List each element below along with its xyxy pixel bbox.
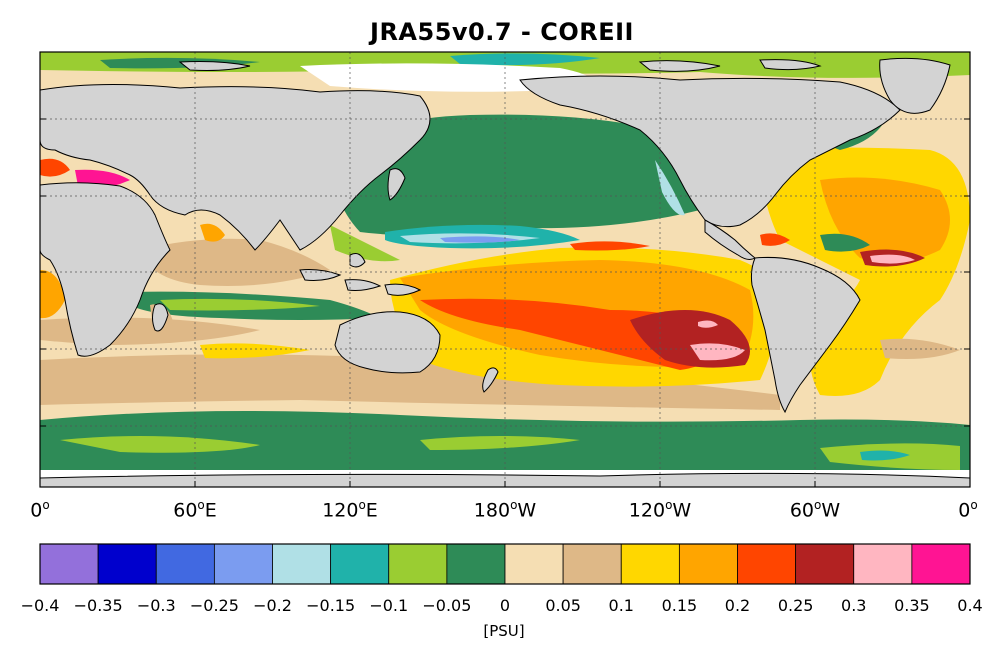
colorbar-swatch xyxy=(911,543,971,585)
colorbar xyxy=(39,543,971,585)
colorbar-label: −0.4 xyxy=(20,596,60,615)
x-tick-60e: 60oE xyxy=(173,498,217,522)
colorbar-swatch xyxy=(678,543,738,585)
colorbar-swatch xyxy=(446,543,506,585)
colorbar-swatch xyxy=(795,543,855,585)
colorbar-swatch xyxy=(853,543,913,585)
map-title: JRA55v0.7 - COREII xyxy=(370,18,634,46)
colorbar-swatch xyxy=(155,543,215,585)
x-tick-120w: 120oW xyxy=(628,498,692,522)
colorbar-swatch xyxy=(39,543,99,585)
land-africa xyxy=(40,182,171,357)
colorbar-label: 0.4 xyxy=(957,596,983,615)
land-antarctica xyxy=(40,472,970,487)
colorbar-swatch xyxy=(213,543,273,585)
land-north-america xyxy=(519,75,901,228)
colorbar-frame xyxy=(39,543,971,585)
colorbar-label: 0.15 xyxy=(661,596,698,615)
colorbar-swatch xyxy=(504,543,564,585)
x-tick-0-right: 0o xyxy=(958,498,978,522)
x-tick-180w: 180oW xyxy=(473,498,537,522)
colorbar-swatch xyxy=(388,543,448,585)
colorbar-swatch xyxy=(97,543,157,585)
x-tick-60w: 60oW xyxy=(789,498,841,522)
north-pacific-green xyxy=(330,114,700,236)
colorbar-label: −0.15 xyxy=(306,596,356,615)
colorbar-label: 0.35 xyxy=(894,596,930,615)
colorbar-label: 0.25 xyxy=(777,596,814,615)
land-australia xyxy=(334,311,441,374)
colorbar-label: 0.05 xyxy=(545,596,581,615)
colorbar-label: 0 xyxy=(499,596,511,615)
colorbar-label: −0.35 xyxy=(73,596,123,615)
colorbar-swatch xyxy=(620,543,680,585)
x-tick-0: 0o xyxy=(30,498,50,522)
colorbar-swatch xyxy=(737,543,797,585)
colorbar-swatch xyxy=(562,543,622,585)
colorbar-label: −0.2 xyxy=(253,596,292,615)
colorbar-units: [PSU] xyxy=(483,622,525,640)
colorbar-label: −0.05 xyxy=(422,596,472,615)
colorbar-swatch xyxy=(272,543,332,585)
colorbar-label: −0.1 xyxy=(369,596,409,615)
colorbar-swatch xyxy=(330,543,390,585)
colorbar-label: 0.3 xyxy=(841,596,867,615)
land-south-america xyxy=(750,256,861,414)
colorbar-label: 0.1 xyxy=(608,596,634,615)
land-eurasia xyxy=(40,83,431,251)
x-tick-120e: 120oE xyxy=(322,498,378,522)
colorbar-label: −0.3 xyxy=(136,596,176,615)
colorbar-label: 0.2 xyxy=(724,596,751,615)
colorbar-label: −0.25 xyxy=(189,596,239,615)
